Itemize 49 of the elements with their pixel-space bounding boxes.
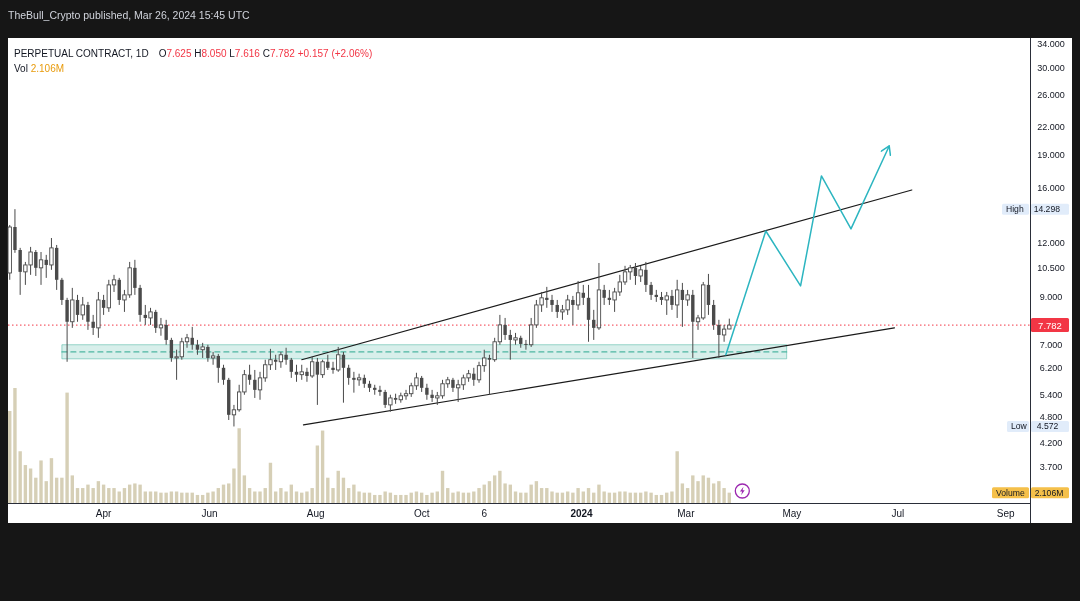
y-tick-label: 6.200 [1039,363,1063,374]
x-tick-label: Sep [996,507,1015,519]
annotation: High 14.298 [1006,204,1061,215]
bar [227,483,231,503]
y-tick-label: 7.000 [1039,340,1063,351]
y-tick-label: 9.000 [1039,292,1063,303]
x-tick-label: Jul [891,507,905,519]
y-tick-label: 3.700 [1039,461,1063,472]
x-tick-label: Oct [413,507,430,519]
x-tick-label: Mar [677,507,696,519]
x-tick-label: Jun [201,507,218,519]
y-tick-label: 16.000 [1037,182,1065,193]
candlestick [378,385,382,397]
y-tick-label: 12.000 [1037,237,1065,248]
candlestick [190,326,194,351]
x-tick-label: Apr [95,507,113,519]
y-tick-label: 10.500 [1037,263,1065,274]
candlestick [649,281,653,301]
x-tick-label: 6 [481,507,488,519]
candlestick [210,351,216,366]
text: O7.625 H8.050 L7.616 C7.782 +0.157 (+2.06%) [158,47,373,59]
chart-title: Vol 2.106M [14,62,65,74]
bar [680,483,685,503]
candlestick [158,317,164,337]
candlestick [38,251,44,286]
y-tick-label: 26.000 [1037,90,1065,101]
y-tick-label: 34.000 [1037,39,1065,50]
candlestick [550,294,554,313]
candlestick [278,351,284,369]
y-tick-label: 5.400 [1039,389,1063,400]
candlestick [356,373,362,387]
annotation: Low 4.572 [1011,421,1059,432]
bar [711,483,716,503]
x-tick-label: May [782,507,802,519]
text: PERPETUAL CONTRACT, 1D [14,47,149,59]
text: TheBull_Crypto published, Mar 26, 2024 15:45 UTC [8,9,251,21]
y-tick-label: 4.800 [1039,412,1063,423]
y-tick-label: 4.200 [1039,437,1063,448]
annotation: Volume 2.106M [996,487,1064,498]
candlestick [575,280,581,311]
y-tick-label: 22.000 [1037,122,1065,133]
candlestick [425,383,429,401]
x-tick-label: 2024 [570,507,594,519]
candlestick [216,353,220,384]
y-tick-label: 19.000 [1037,149,1065,160]
ref-line-label: 7.782 [1038,319,1062,331]
y-tick-label: 30.000 [1037,62,1065,73]
x-tick-label: Aug [306,507,325,519]
candlestick [60,277,64,306]
